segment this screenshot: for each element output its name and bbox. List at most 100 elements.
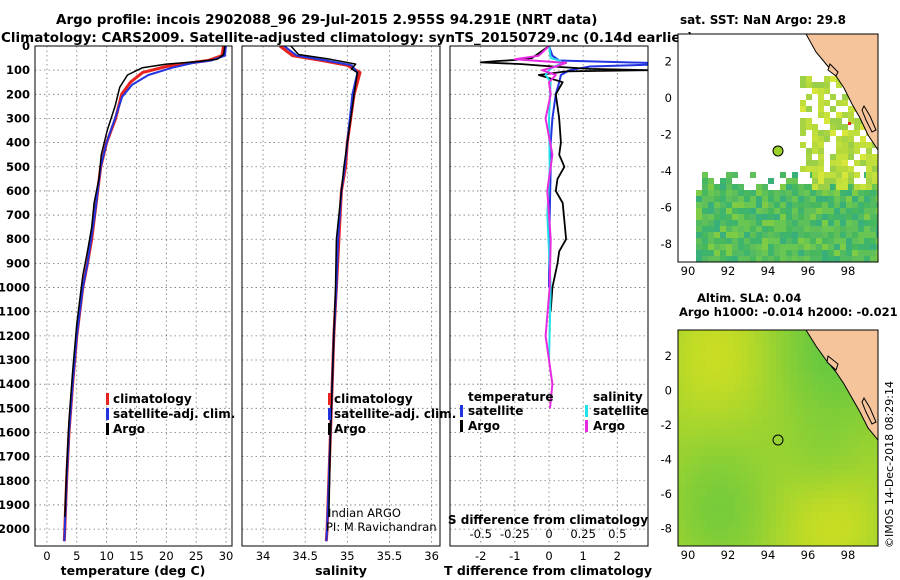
sst-cell — [830, 160, 836, 166]
lat-tick-label: -6 — [661, 200, 672, 214]
sst-cell — [768, 208, 774, 214]
sst-cell — [864, 202, 870, 208]
sst-cell — [864, 250, 870, 256]
sst-cell — [708, 256, 714, 262]
sla-cell — [860, 498, 867, 505]
sst-cell — [870, 226, 876, 232]
sst-cell — [696, 214, 702, 220]
x-axis-label: salinity — [315, 563, 367, 578]
sla-cell — [748, 505, 755, 512]
sla-cell — [727, 337, 734, 344]
sla-cell — [783, 435, 790, 442]
lat-tick-label: -2 — [661, 418, 672, 432]
sla-cell — [811, 428, 818, 435]
sla-cell — [699, 533, 706, 540]
sla-cell — [692, 498, 699, 505]
sla-cell — [748, 463, 755, 470]
sla-cell — [790, 393, 797, 400]
sst-cell — [876, 238, 878, 244]
x-tick-label: -1 — [509, 549, 520, 563]
sst-cell — [756, 250, 762, 256]
sst-cell — [786, 232, 792, 238]
depth-tick-label: 1100 — [0, 305, 30, 319]
sla-cell — [734, 344, 741, 351]
sla-cell — [741, 330, 748, 337]
x-tick-label: 34.5 — [292, 549, 318, 563]
sla-cell — [783, 330, 790, 337]
lat-tick-labels: 2 0 -2 -4 -6 -8 — [661, 54, 672, 250]
sst-cell — [870, 244, 876, 250]
sla-cell — [839, 519, 846, 526]
map-title: sat. SST: NaN Argo: 29.8 — [680, 13, 846, 27]
sla-cell — [797, 351, 804, 358]
sla-cell — [692, 372, 699, 379]
sla-cell — [839, 526, 846, 533]
sla-cell — [706, 435, 713, 442]
sla-cell — [762, 358, 769, 365]
sla-cell — [783, 379, 790, 386]
sla-cell — [720, 477, 727, 484]
sla-cell — [762, 372, 769, 379]
sla-cell — [783, 393, 790, 400]
depth-tick-labels: 0 100 200 300 400 500 600 700 800 900 1000 1100 1200… — [0, 39, 30, 536]
legend-label: satellite-adj. clim. — [334, 407, 456, 421]
sst-cell — [720, 208, 726, 214]
plot-frame — [449, 45, 649, 547]
sla-cell — [748, 344, 755, 351]
sla-cell — [860, 505, 867, 512]
sla-cell — [699, 505, 706, 512]
sst-cell — [854, 172, 860, 178]
sla-cell — [867, 540, 874, 546]
sst-cell — [708, 196, 714, 202]
sla-cell — [804, 491, 811, 498]
sla-cell — [790, 428, 797, 435]
sla-cell — [692, 477, 699, 484]
sla-cell — [860, 421, 867, 428]
sla-cell — [832, 484, 839, 491]
depth-tick-label: 1700 — [0, 450, 30, 464]
sla-cell — [825, 533, 832, 540]
sla-cell — [825, 414, 832, 421]
sla-cell — [699, 400, 706, 407]
sst-cell — [786, 184, 792, 190]
sla-cell — [727, 505, 734, 512]
sla-cell — [748, 358, 755, 365]
sst-cell — [726, 178, 732, 184]
sst-cell — [834, 238, 840, 244]
sst-cell — [842, 172, 848, 178]
sla-cell — [727, 498, 734, 505]
sla-cell — [818, 540, 825, 546]
sst-cell — [872, 166, 878, 172]
sla-cell — [706, 484, 713, 491]
sst-cell — [840, 244, 846, 250]
sst-cell — [866, 148, 872, 154]
sla-cell — [769, 463, 776, 470]
sla-cell — [741, 519, 748, 526]
sla-cell — [867, 491, 874, 498]
sst-cell — [834, 208, 840, 214]
lon-tick-label: 94 — [761, 264, 776, 278]
sst-cell — [696, 244, 702, 250]
sst-cell — [830, 178, 836, 184]
sst-cell — [848, 122, 851, 125]
sst-cell — [762, 208, 768, 214]
sla-cell — [790, 337, 797, 344]
depth-tick-label: 1400 — [0, 377, 30, 391]
series-line — [290, 46, 359, 518]
sst-cell — [860, 154, 866, 160]
sla-cell — [685, 442, 692, 449]
sla-cell — [783, 442, 790, 449]
sla-cell — [685, 484, 692, 491]
sst-cell — [846, 196, 852, 202]
sla-cell — [874, 540, 878, 546]
sla-cell — [776, 372, 783, 379]
sla-cell — [860, 435, 867, 442]
sst-cell — [860, 124, 866, 130]
sla-cell — [748, 456, 755, 463]
sla-cell — [818, 491, 825, 498]
lat-tick-label: -6 — [661, 487, 672, 501]
sla-cell — [790, 421, 797, 428]
sst-cell — [726, 226, 732, 232]
sla-cell — [776, 358, 783, 365]
sla-cell — [706, 386, 713, 393]
